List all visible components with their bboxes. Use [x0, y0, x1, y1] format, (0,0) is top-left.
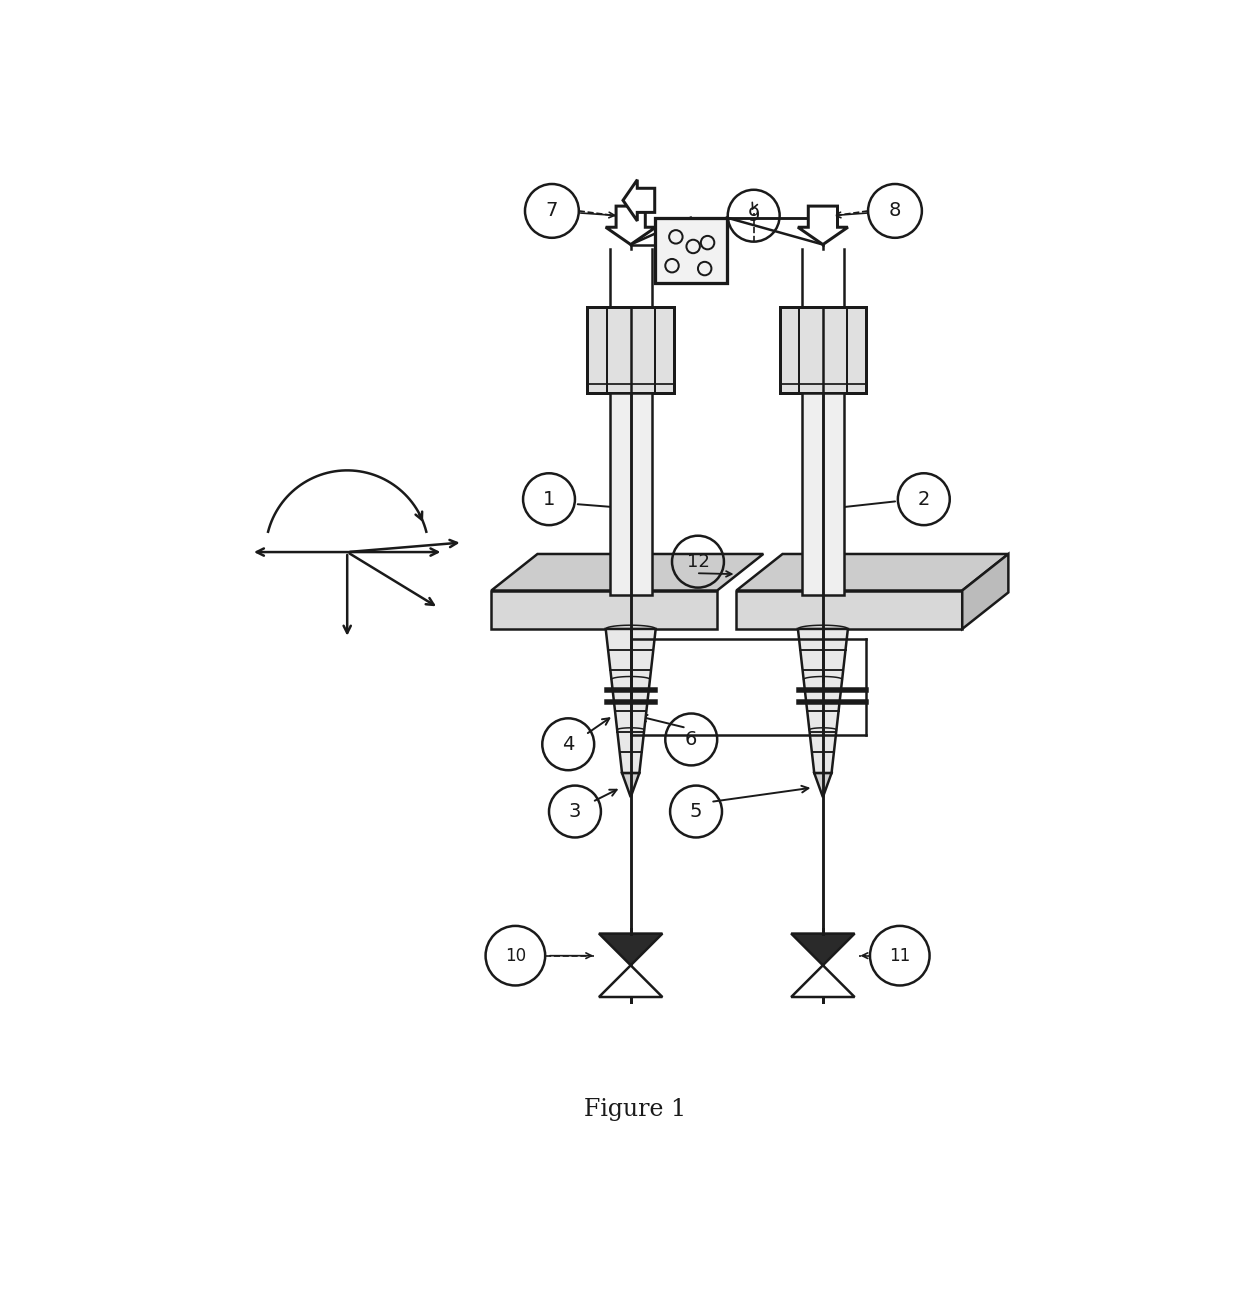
- Polygon shape: [791, 966, 854, 997]
- Text: Figure 1: Figure 1: [584, 1098, 687, 1121]
- Polygon shape: [737, 553, 1008, 591]
- Text: 6: 6: [684, 731, 697, 749]
- Polygon shape: [491, 591, 717, 628]
- Polygon shape: [815, 773, 832, 796]
- Bar: [780, 306, 866, 393]
- Polygon shape: [622, 180, 655, 221]
- Polygon shape: [797, 206, 848, 244]
- Text: 12: 12: [687, 552, 709, 570]
- Polygon shape: [962, 553, 1008, 628]
- Text: 5: 5: [689, 802, 702, 821]
- Polygon shape: [622, 773, 640, 796]
- Polygon shape: [599, 934, 662, 966]
- Polygon shape: [797, 628, 848, 773]
- Polygon shape: [605, 628, 656, 773]
- Polygon shape: [737, 591, 962, 628]
- Polygon shape: [791, 934, 854, 966]
- Text: 8: 8: [889, 202, 901, 220]
- Bar: [802, 393, 844, 595]
- Bar: [588, 306, 675, 393]
- Polygon shape: [605, 206, 656, 244]
- Text: 7: 7: [546, 202, 558, 220]
- Polygon shape: [491, 553, 764, 591]
- Text: 2: 2: [918, 490, 930, 508]
- Text: 4: 4: [562, 734, 574, 754]
- Bar: [655, 217, 727, 283]
- Text: 10: 10: [505, 946, 526, 965]
- Polygon shape: [599, 966, 662, 997]
- Text: 11: 11: [889, 946, 910, 965]
- Bar: [610, 393, 652, 595]
- Text: 3: 3: [569, 802, 582, 821]
- Text: 9: 9: [748, 206, 760, 225]
- Text: 1: 1: [543, 490, 556, 508]
